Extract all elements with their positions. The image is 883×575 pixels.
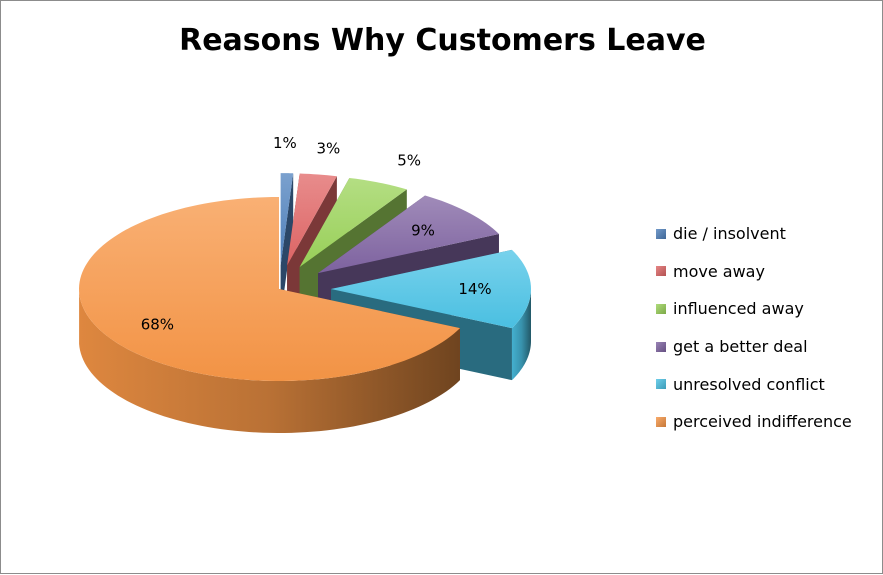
legend-label-6: perceived indifference <box>673 412 852 432</box>
slice-6-side <box>79 291 460 433</box>
legend-swatch-1 <box>656 228 666 239</box>
legend-label-5: unresolved conflict <box>673 374 825 394</box>
legend-item-6: perceived indifference <box>656 403 852 441</box>
legend: die / insolvent move away influenced away g… <box>656 215 852 441</box>
slice-5-side <box>511 289 531 381</box>
slice-6-top <box>79 197 460 381</box>
slice-label-4: 9% <box>411 222 435 240</box>
legend-label-4: get a better deal <box>673 337 808 357</box>
slice-label-2: 3% <box>317 140 341 158</box>
slice-label-5: 14% <box>458 280 491 298</box>
slice-label-6: 68% <box>141 316 174 334</box>
slice-3-top <box>299 177 407 268</box>
slice-6 <box>79 197 460 433</box>
legend-item-1: die / insolvent <box>656 215 852 253</box>
slice-2-top <box>287 173 337 266</box>
slice-label-1: 1% <box>273 134 297 152</box>
slice-label-3: 5% <box>397 152 421 170</box>
legend-item-5: unresolved conflict <box>656 365 852 403</box>
legend-swatch-3 <box>656 303 666 314</box>
slice-4-top <box>318 195 499 274</box>
slice-1-top <box>280 173 294 266</box>
legend-swatch-6 <box>656 416 666 427</box>
legend-item-2: move away <box>656 253 852 291</box>
legend-item-3: influenced away <box>656 290 852 328</box>
slice-1-cut-face-2 <box>280 173 294 318</box>
legend-label-2: move away <box>673 261 765 281</box>
slice-1 <box>280 173 294 318</box>
legend-item-4: get a better deal <box>656 328 852 366</box>
legend-label-1: die / insolvent <box>673 224 786 244</box>
chart-title: Reasons Why Customers Leave <box>179 23 706 58</box>
slice-5-top <box>331 249 531 329</box>
legend-swatch-2 <box>656 266 666 277</box>
legend-label-3: influenced away <box>673 299 804 319</box>
legend-swatch-5 <box>656 379 666 390</box>
legend-swatch-4 <box>656 341 666 352</box>
